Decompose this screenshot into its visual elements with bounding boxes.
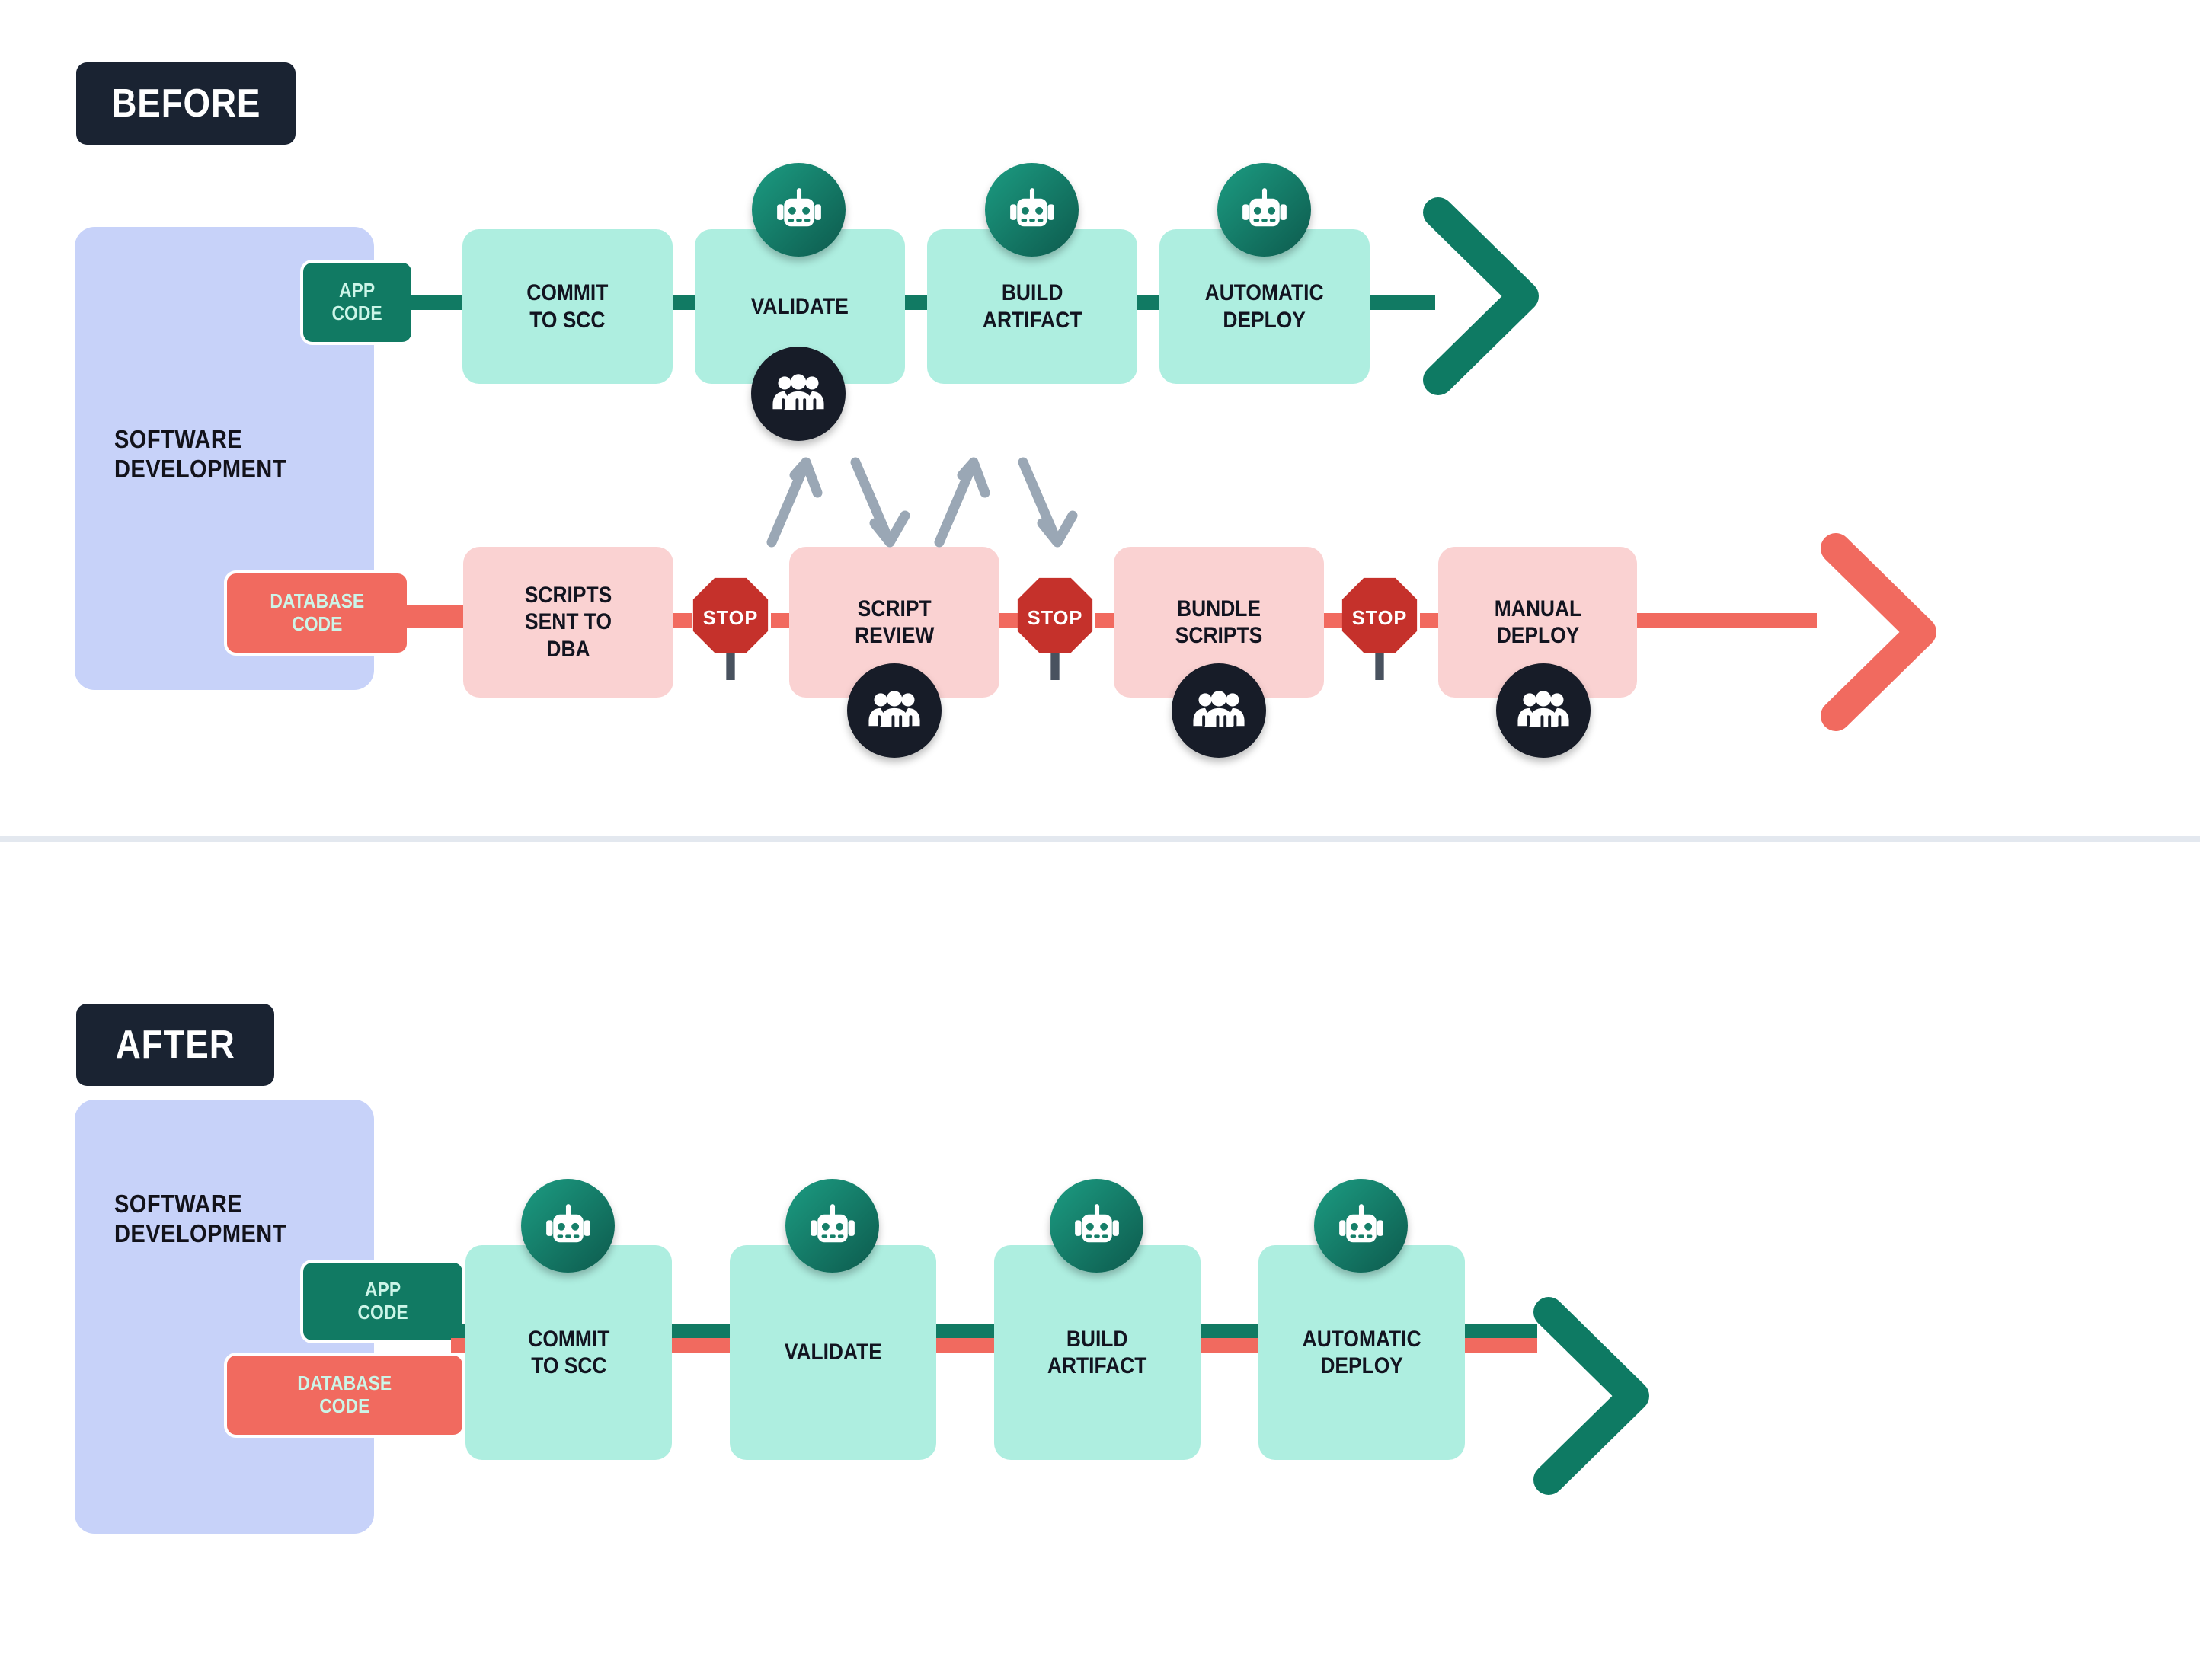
svg-text:STOP: STOP <box>703 608 759 629</box>
svg-text:STOP: STOP <box>1028 608 1083 629</box>
svg-text:STOP: STOP <box>1352 608 1408 629</box>
